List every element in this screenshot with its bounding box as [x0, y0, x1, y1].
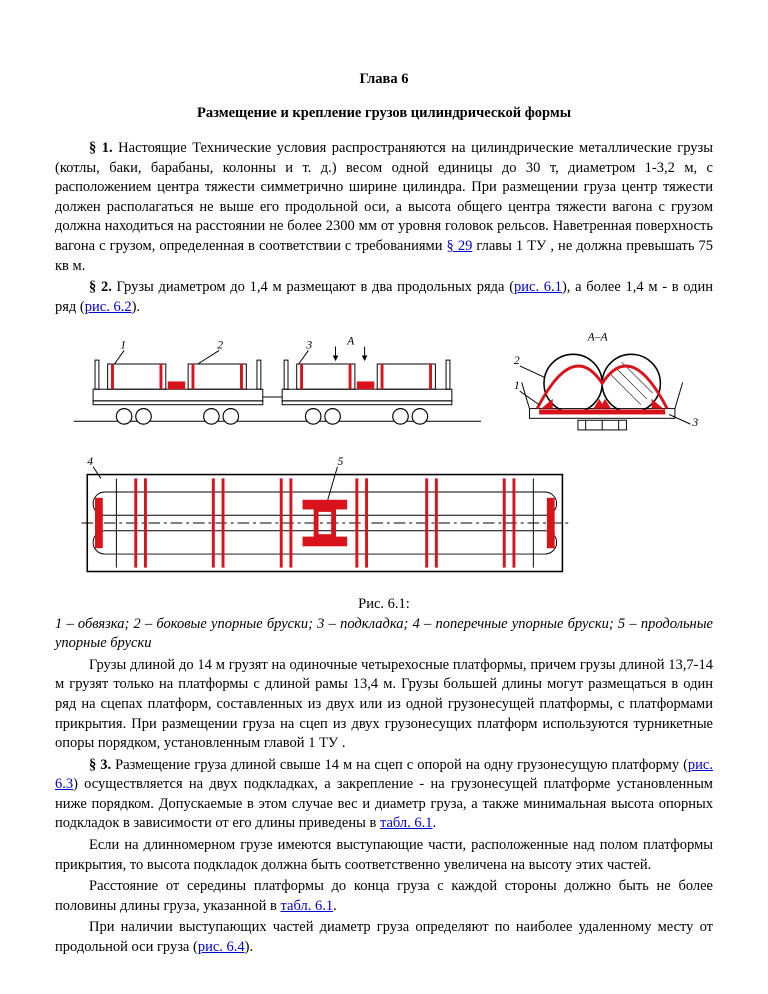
figure-legend: 1 – обвязка; 2 – боковые упорные бруски;…: [55, 615, 713, 654]
section-title: Размещение и крепление грузов цилиндриче…: [55, 104, 713, 124]
p7-t2: ).: [245, 939, 253, 955]
p3-t1: Грузы длиной до 14 м грузят на одиночные…: [55, 657, 713, 751]
link-sect29[interactable]: § 29: [447, 238, 473, 254]
section-aa: А–А 2 1 3: [514, 331, 698, 430]
p5-t1: Если на длинномерном грузе имеются высту…: [55, 837, 713, 873]
p6-t1: Расстояние от середины платформы до конц…: [55, 878, 713, 914]
figure-6-1: А: [55, 329, 713, 591]
p2-t1: Грузы диаметром до 1,4 м размещают в два…: [112, 279, 514, 295]
aa-1: 1: [514, 379, 520, 392]
paragraph-1: § 1. Настоящие Технические условия распр…: [55, 139, 713, 276]
p2-head: § 2.: [89, 279, 112, 295]
paragraph-6: Расстояние от середины платформы до конц…: [55, 877, 713, 916]
leader-1: 1: [120, 339, 126, 352]
link-fig64[interactable]: рис. 6.4: [198, 939, 245, 955]
aa-3: 3: [691, 416, 698, 429]
p1-head: § 1.: [89, 140, 113, 156]
label-AA: А–А: [587, 331, 609, 344]
link-tab61b[interactable]: табл. 6.1: [281, 898, 334, 914]
plan-view: 4 5: [81, 455, 568, 572]
chapter-title: Глава 6: [55, 70, 713, 90]
paragraph-2: § 2. Грузы диаметром до 1,4 м размещают …: [55, 278, 713, 317]
link-fig62[interactable]: рис. 6.2: [85, 299, 132, 315]
paragraph-4: § 3. Размещение груза длиной свыше 14 м …: [55, 756, 713, 834]
pl-5: 5: [337, 455, 343, 468]
figure-caption: Рис. 6.1:: [55, 595, 713, 615]
link-tab61a[interactable]: табл. 6.1: [380, 815, 433, 831]
paragraph-7: При наличии выступающих частей диаметр г…: [55, 918, 713, 957]
pl-4: 4: [87, 455, 93, 468]
p2-t3: ).: [132, 299, 140, 315]
p6-t2: .: [333, 898, 337, 914]
p7-t1: При наличии выступающих частей диаметр г…: [55, 919, 713, 955]
p1-t1: Настоящие Технические условия распростра…: [55, 140, 713, 254]
link-fig61[interactable]: рис. 6.1: [514, 279, 562, 295]
p4-head: § 3.: [89, 757, 111, 773]
leader-2: 2: [217, 339, 223, 352]
paragraph-3: Грузы длиной до 14 м грузят на одиночные…: [55, 656, 713, 754]
label-A: А: [346, 335, 355, 348]
p4-t3: .: [433, 815, 437, 831]
side-view: А: [74, 335, 481, 425]
paragraph-5: Если на длинномерном грузе имеются высту…: [55, 836, 713, 875]
p4-t1: Размещение груза длиной свыше 14 м на сц…: [111, 757, 688, 773]
aa-2: 2: [514, 354, 520, 367]
leader-3: 3: [305, 339, 312, 352]
